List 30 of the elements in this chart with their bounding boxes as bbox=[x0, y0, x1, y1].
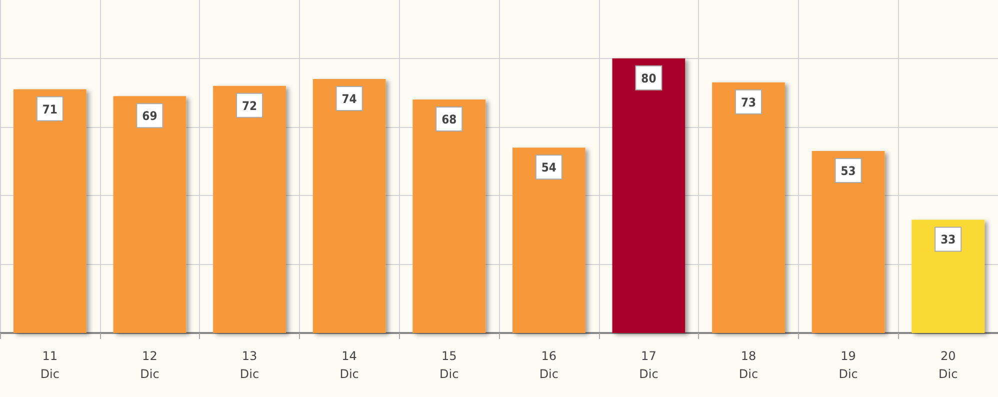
x-tick-label: 12 Dic bbox=[140, 349, 160, 381]
bar bbox=[412, 100, 486, 333]
bar bbox=[213, 86, 286, 333]
x-tick-label: 11 Dic bbox=[40, 349, 60, 381]
data-label: 80 bbox=[641, 71, 656, 86]
bar bbox=[612, 58, 686, 333]
bar bbox=[312, 78, 386, 333]
bar bbox=[812, 151, 885, 333]
bar bbox=[113, 96, 186, 333]
x-tick-label: 15 Dic bbox=[440, 349, 459, 381]
data-label: 73 bbox=[740, 95, 756, 110]
x-tick-label: 18 Dic bbox=[738, 349, 758, 381]
x-tick-label: 14 Dic bbox=[340, 349, 359, 381]
bar bbox=[912, 220, 985, 333]
bar bbox=[13, 89, 86, 333]
data-label: 74 bbox=[342, 92, 358, 106]
bar bbox=[712, 82, 785, 333]
data-label: 54 bbox=[541, 160, 557, 175]
data-label: 33 bbox=[940, 232, 956, 247]
data-label: 72 bbox=[242, 98, 258, 113]
x-tick-label: 17 Dic bbox=[639, 349, 658, 381]
data-label: 71 bbox=[42, 102, 58, 116]
x-tick-label: 16 Dic bbox=[539, 349, 558, 381]
data-label: 68 bbox=[442, 112, 457, 127]
x-tick-label: 20 Dic bbox=[938, 349, 958, 381]
data-label: 53 bbox=[840, 164, 856, 178]
data-label: 69 bbox=[142, 109, 158, 124]
x-tick-label: 13 Dic bbox=[240, 349, 260, 381]
bar bbox=[512, 148, 586, 333]
x-tick-label: 19 Dic bbox=[838, 349, 858, 381]
